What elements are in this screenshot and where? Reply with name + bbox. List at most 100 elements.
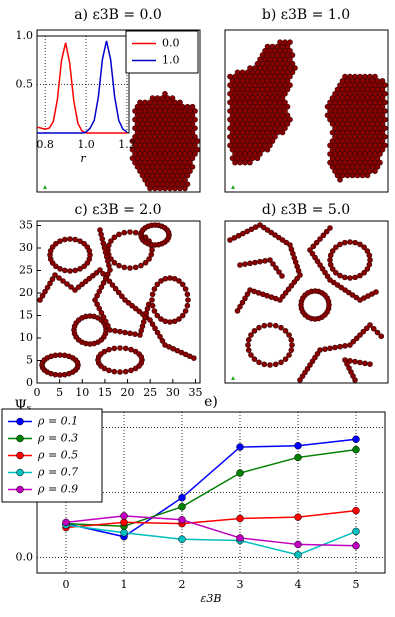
particle — [261, 322, 268, 329]
particle — [72, 267, 78, 274]
particle — [256, 359, 262, 366]
particle — [310, 243, 317, 250]
particle — [112, 328, 118, 334]
particle — [357, 332, 363, 338]
particle — [353, 335, 360, 342]
y-tick-label: 5 — [26, 354, 33, 367]
x-tick-label: 0 — [63, 578, 70, 591]
particle — [122, 329, 128, 336]
particle — [278, 359, 284, 366]
particle — [370, 325, 377, 332]
particle — [97, 267, 103, 273]
particle — [344, 172, 351, 179]
particle — [105, 242, 112, 249]
x-axis-label: r — [80, 152, 86, 165]
series-line — [36, 42, 127, 134]
particle — [377, 151, 383, 157]
particle — [257, 151, 263, 157]
y-tick-label: 0 — [26, 376, 33, 389]
particle — [149, 291, 156, 298]
y-tick-label: 0.0 — [16, 550, 34, 563]
particle — [327, 225, 333, 231]
particle — [117, 345, 123, 351]
particle — [128, 346, 134, 353]
particle — [56, 275, 62, 281]
data-point — [352, 527, 360, 536]
particle — [360, 328, 367, 335]
particle — [57, 372, 63, 378]
particle — [169, 95, 176, 101]
particle — [289, 342, 295, 348]
x-tick-label: 1.0 — [77, 138, 95, 151]
particle — [374, 164, 381, 170]
particle — [189, 129, 196, 136]
data-point — [352, 541, 360, 550]
data-point — [236, 534, 244, 542]
particle — [189, 164, 196, 170]
chart-title: e) — [204, 394, 218, 410]
particle — [267, 322, 273, 328]
data-point — [294, 540, 302, 549]
particle — [364, 172, 371, 179]
marker-triangle — [43, 185, 47, 189]
panel-title: c) ε3B = 2.0 — [74, 202, 161, 218]
particle — [121, 264, 128, 271]
particle — [67, 236, 73, 242]
particle — [121, 229, 128, 236]
particle — [350, 338, 357, 345]
particle — [116, 231, 122, 238]
particle — [282, 328, 289, 334]
particle — [52, 352, 59, 359]
particle — [67, 268, 73, 274]
particle — [362, 360, 368, 367]
particle — [357, 359, 363, 366]
particle — [287, 82, 293, 88]
legend-label: ρ = 0.3 — [37, 432, 78, 445]
particle — [116, 262, 122, 269]
legend-marker — [16, 451, 24, 460]
particle — [149, 297, 155, 303]
particle — [147, 317, 153, 323]
particle — [286, 332, 292, 338]
particle — [282, 125, 288, 131]
particle — [252, 259, 258, 266]
particle — [86, 248, 93, 254]
data-point — [62, 518, 70, 527]
particle — [136, 308, 143, 315]
particle — [327, 261, 334, 268]
particle — [42, 288, 48, 295]
particle — [284, 103, 291, 110]
particle — [379, 103, 386, 110]
particle — [373, 289, 379, 295]
particle — [122, 368, 129, 375]
particle — [288, 337, 295, 343]
particle — [182, 308, 189, 314]
particle — [74, 359, 81, 366]
particle — [347, 275, 353, 281]
particle — [152, 185, 158, 192]
particle — [53, 240, 59, 247]
particle — [247, 287, 253, 293]
y-tick-label: 0.5 — [16, 78, 34, 91]
particle — [82, 278, 89, 285]
particle — [247, 159, 253, 166]
particle — [379, 121, 386, 127]
particle — [284, 43, 291, 50]
particle — [272, 134, 278, 140]
particle — [132, 305, 139, 312]
particle — [162, 318, 169, 325]
particle — [129, 302, 135, 309]
particle — [185, 297, 191, 303]
particle — [379, 86, 386, 93]
legend-label: 1.0 — [162, 54, 180, 67]
particle — [62, 267, 68, 274]
particle — [182, 286, 189, 292]
x-tick-label: 2 — [179, 578, 186, 591]
particle — [117, 328, 123, 335]
particle — [280, 293, 286, 300]
particle — [93, 270, 100, 276]
particle — [347, 239, 353, 245]
particle — [248, 352, 254, 358]
particle — [379, 95, 386, 101]
